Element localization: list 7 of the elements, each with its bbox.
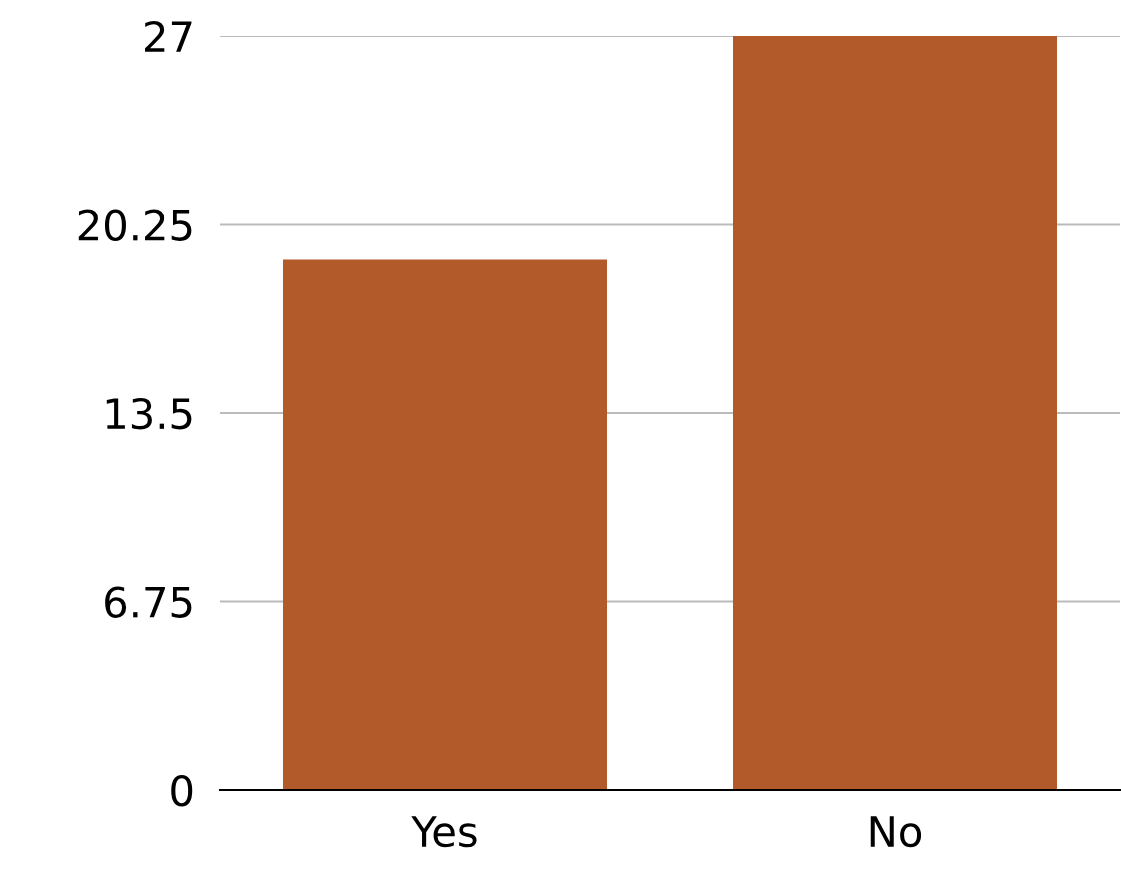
y-tick-label: 27 bbox=[145, 20, 192, 52]
y-tick-label: 6.75 bbox=[105, 586, 192, 618]
y-tick-label: 13.5 bbox=[106, 397, 192, 430]
x-tick-label: Yes bbox=[411, 816, 477, 848]
y-tick-label: 0 bbox=[171, 774, 193, 807]
x-tick-label: No bbox=[870, 816, 922, 848]
y-tick-label: 20.25 bbox=[78, 209, 192, 241]
